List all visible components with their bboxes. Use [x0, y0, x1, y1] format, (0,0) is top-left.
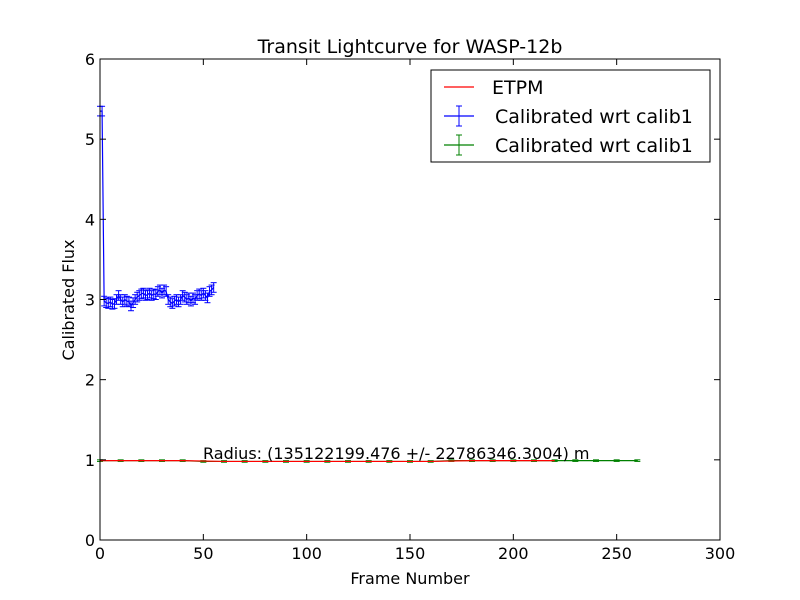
- legend-label: Calibrated wrt calib1: [495, 135, 693, 157]
- chart-title: Transit Lightcurve for WASP-12b: [257, 36, 563, 58]
- y-tick-label: 4: [85, 210, 95, 229]
- x-tick-label: 0: [95, 544, 105, 563]
- legend-entry-0: ETPM: [444, 77, 543, 99]
- y-axis-label: Calibrated Flux: [59, 239, 78, 360]
- legend: ETPM Calibrated wrt calib1 Calibrated wrt …: [430, 69, 711, 163]
- x-tick-label: 200: [498, 544, 529, 563]
- plot-area: [97, 105, 641, 463]
- series-line-0: [100, 460, 555, 463]
- radius-annotation: Radius: (135122199.476 +/- 22786346.3004…: [203, 444, 590, 463]
- x-tick-label: 100: [291, 544, 322, 563]
- error-bar: [210, 282, 217, 293]
- legend-box: [430, 69, 711, 163]
- error-bar: [572, 459, 579, 462]
- y-tick-label: 1: [85, 451, 95, 470]
- error-bar: [593, 459, 599, 462]
- y-tick-label: 5: [85, 130, 95, 149]
- y-tick-label: 0: [85, 531, 95, 550]
- error-bar: [634, 459, 641, 462]
- x-axis-label: Frame Number: [350, 569, 470, 588]
- legend-entry-2: Calibrated wrt calib1: [444, 134, 693, 157]
- axis-ticks: 0 50 100 150 200 250 300 0 1 2 3 4 5 6: [85, 50, 735, 563]
- x-tick-label: 150: [395, 544, 426, 563]
- y-tick-label: 2: [85, 371, 95, 390]
- error-bar: [613, 459, 620, 462]
- legend-entries: ETPM Calibrated wrt calib1 Calibrated wrt …: [444, 77, 693, 157]
- y-tick-label: 3: [85, 291, 95, 310]
- legend-label: Calibrated wrt calib1: [495, 106, 693, 128]
- x-tick-label: 50: [193, 544, 213, 563]
- x-tick-label: 250: [601, 544, 632, 563]
- y-tick-label: 6: [85, 50, 95, 69]
- legend-label: ETPM: [492, 77, 543, 99]
- x-tick-label: 300: [705, 544, 736, 563]
- legend-entry-1: Calibrated wrt calib1: [444, 105, 693, 128]
